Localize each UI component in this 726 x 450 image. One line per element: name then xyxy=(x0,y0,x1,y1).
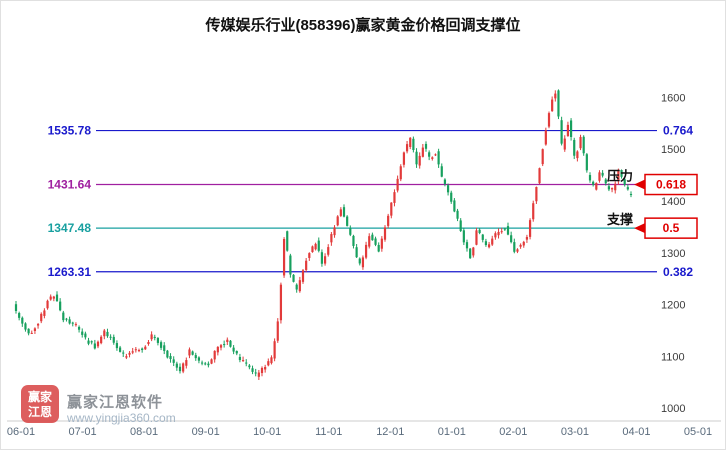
watermark-logo-line2: 江恩 xyxy=(27,405,52,419)
svg-text:03-01: 03-01 xyxy=(561,426,589,438)
level-price-label: 1263.31 xyxy=(48,265,92,279)
svg-text:01-01: 01-01 xyxy=(438,426,466,438)
svg-text:1400: 1400 xyxy=(661,196,685,208)
svg-text:04-01: 04-01 xyxy=(622,426,650,438)
level-side-label: 压力 xyxy=(607,169,633,184)
x-axis-labels: 06-01 07-01 08-01 09-01 10-01 11-01 12-01 01-01… xyxy=(7,426,712,438)
svg-text:10-01: 10-01 xyxy=(253,426,281,438)
watermark-logo: 赢家 江恩 xyxy=(21,385,59,423)
chart-title: 传媒娱乐行业(858396)赢家黄金价格回调支撑位 xyxy=(205,17,521,34)
level-ratio-label: 0.5 xyxy=(663,221,680,235)
level-lines xyxy=(96,129,657,273)
y-axis-labels: 1600 1500 1400 1300 1200 1100 1000 xyxy=(661,92,685,415)
svg-text:06-01: 06-01 xyxy=(7,426,35,438)
svg-text:08-01: 08-01 xyxy=(130,426,158,438)
svg-text:1600: 1600 xyxy=(661,92,685,104)
svg-text:1200: 1200 xyxy=(661,300,685,312)
svg-text:09-01: 09-01 xyxy=(192,426,220,438)
level-ratio-label: 0.382 xyxy=(663,265,693,279)
candlestick-series xyxy=(14,89,633,380)
level-price-label: 1347.48 xyxy=(48,221,92,235)
flag-box xyxy=(644,173,698,196)
svg-text:11-01: 11-01 xyxy=(315,426,342,438)
level-price-label: 1431.64 xyxy=(48,178,92,192)
watermark-brand: 赢家江恩软件 xyxy=(67,394,164,411)
svg-text:02-01: 02-01 xyxy=(499,426,527,438)
svg-text:1100: 1100 xyxy=(661,351,685,363)
watermark-url: www.yingjia360.com xyxy=(67,411,176,425)
svg-text:07-01: 07-01 xyxy=(68,426,96,438)
svg-text:05-01: 05-01 xyxy=(684,426,712,438)
flag-box xyxy=(644,217,698,239)
svg-text:1000: 1000 xyxy=(661,403,685,415)
level-ratio-label: 0.618 xyxy=(656,178,686,192)
level-annotations: 1535.78 0.764 1431.64 压力 0.618 1347.48 支撑 0.5 12… xyxy=(48,124,698,279)
svg-text:12-01: 12-01 xyxy=(376,426,404,438)
flag-arrow-icon xyxy=(634,179,645,190)
watermark-logo-line1: 赢家 xyxy=(27,390,52,404)
level-price-label: 1535.78 xyxy=(48,124,92,138)
flag-arrow-icon xyxy=(634,223,645,234)
svg-text:1300: 1300 xyxy=(661,248,685,260)
level-side-label: 支撑 xyxy=(606,212,633,227)
svg-text:1500: 1500 xyxy=(661,144,685,156)
level-ratio-label: 0.764 xyxy=(663,124,693,138)
